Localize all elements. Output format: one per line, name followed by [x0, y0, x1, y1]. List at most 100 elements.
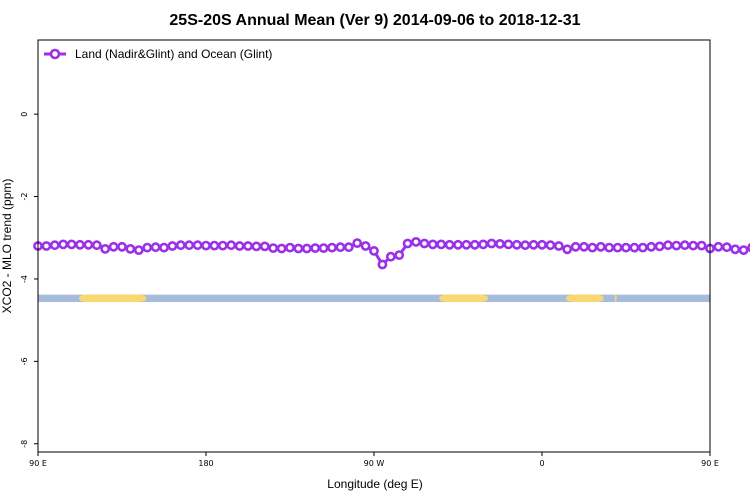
data-point: [427, 239, 438, 250]
data-point: [217, 240, 228, 251]
data-point: [595, 241, 606, 252]
data-point: [537, 239, 547, 250]
data-point: [579, 241, 589, 252]
y-tick-label: -8: [20, 440, 29, 448]
data-point: [469, 239, 480, 250]
data-point: [209, 240, 220, 251]
data-point: [679, 240, 690, 251]
data-point: [604, 242, 615, 253]
data-point: [159, 242, 169, 253]
y-tick-label: 0: [20, 112, 29, 117]
data-point: [453, 239, 463, 250]
x-axis: 90 E 180 90 W 0 90 E: [29, 452, 719, 468]
x-tick-label: 90 E: [29, 459, 47, 468]
data-point: [41, 241, 52, 251]
data-point: [394, 250, 405, 260]
data-point: [671, 240, 682, 251]
data-point: [49, 240, 60, 251]
data-point: [58, 239, 69, 250]
data-point: [478, 239, 489, 250]
data-point: [721, 242, 732, 253]
data-point: [343, 242, 354, 253]
data-point: [318, 243, 329, 253]
y-axis-label: XCO2 - MLO trend (ppm): [0, 179, 14, 314]
data-point: [75, 239, 85, 250]
x-axis-label: Longitude (deg E): [327, 477, 422, 491]
y-tick-label: -4: [20, 275, 29, 283]
data-point: [167, 241, 178, 251]
data-point: [520, 240, 531, 251]
y-tick-label: -2: [20, 193, 29, 201]
data-point: [545, 240, 556, 251]
data-point: [108, 241, 119, 252]
data-point: [646, 241, 657, 252]
data-point: [713, 241, 724, 252]
data-point: [562, 244, 573, 255]
x-tick-label: 90 W: [364, 459, 385, 468]
data-point: [511, 239, 522, 250]
data-point: [201, 240, 211, 251]
data-point: [133, 245, 144, 255]
data-point: [310, 243, 321, 253]
x-tick-label: 0: [539, 459, 544, 468]
data-point: [738, 245, 749, 255]
data-point: [402, 238, 413, 249]
map-strip-land: [79, 294, 147, 303]
data-point: [411, 236, 421, 247]
data-point: [486, 238, 497, 249]
data-point: [385, 251, 396, 262]
data-point: [91, 240, 102, 251]
data-point: [495, 238, 505, 249]
data-point: [301, 243, 312, 254]
data-point: [142, 242, 153, 253]
data-point: [226, 240, 237, 251]
data-point: [612, 242, 623, 253]
data-point: [352, 238, 363, 248]
data-point: [436, 239, 447, 250]
data-point: [83, 239, 94, 250]
data-point: [100, 243, 111, 254]
data-point: [503, 239, 514, 250]
data-point: [335, 242, 346, 253]
data-point: [444, 239, 455, 250]
map-strip-land: [439, 294, 488, 303]
y-tick-label: -6: [20, 357, 29, 365]
data-point: [276, 243, 287, 254]
data-point: [696, 240, 707, 251]
data-point: [259, 241, 270, 252]
data-point: [637, 242, 648, 253]
data-point: [327, 242, 337, 253]
legend-label: Land (Nadir&Glint) and Ocean (Glint): [75, 47, 272, 61]
map-strip-ocean: [38, 294, 710, 303]
legend: Land (Nadir&Glint) and Ocean (Glint): [44, 47, 272, 61]
chart-title: 25S-20S Annual Mean (Ver 9) 2014-09-06 t…: [169, 12, 580, 29]
data-point: [184, 240, 195, 251]
data-point: [377, 259, 388, 270]
data-point: [66, 239, 77, 250]
data-point: [117, 241, 127, 252]
data-point: [360, 241, 371, 251]
data-point: [243, 241, 253, 251]
data-point: [528, 239, 539, 250]
legend-marker-swatch: [49, 48, 61, 60]
data-point: [369, 245, 379, 256]
data-point: [192, 240, 203, 251]
data-point: [570, 241, 581, 252]
data-point: [587, 242, 598, 253]
data-point: [621, 242, 631, 253]
data-point: [293, 243, 304, 254]
y-axis: 0 -2 -4 -6 -8: [20, 112, 38, 448]
data-point: [688, 240, 699, 251]
data-point: [730, 244, 741, 255]
data-point: [234, 241, 245, 251]
data-point: [251, 241, 262, 252]
map-strip-land: [614, 294, 617, 303]
data-point: [419, 238, 430, 249]
plot-area: [33, 236, 750, 303]
data-point: [285, 242, 295, 253]
data-point: [461, 239, 472, 250]
x-tick-label: 180: [198, 459, 213, 468]
data-point: [553, 241, 564, 251]
data-point: [654, 241, 665, 252]
